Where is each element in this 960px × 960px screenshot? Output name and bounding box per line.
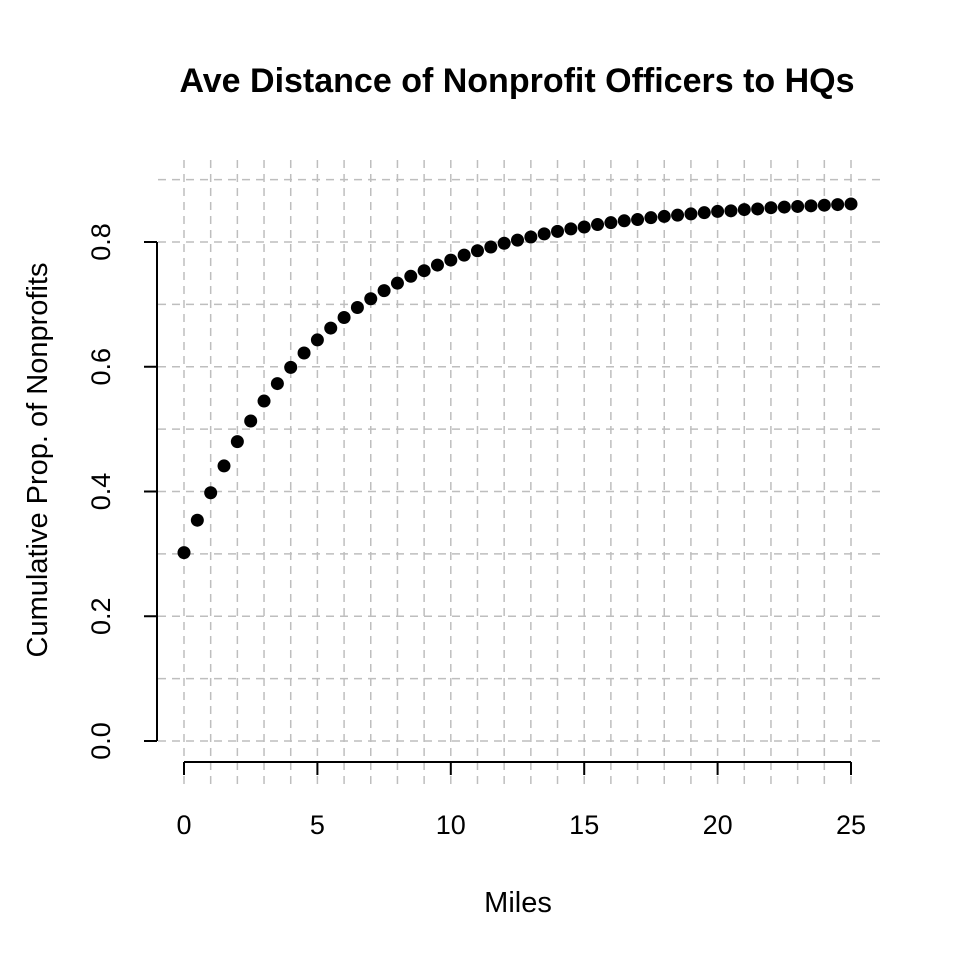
data-point — [484, 240, 498, 254]
data-point — [657, 209, 671, 223]
data-points — [177, 197, 858, 560]
data-point — [604, 216, 618, 230]
data-point — [230, 435, 244, 449]
data-point — [284, 360, 298, 374]
data-point — [497, 236, 511, 250]
y-tick-label: 0.0 — [86, 722, 116, 760]
data-point — [177, 546, 191, 560]
x-tick-label: 10 — [436, 810, 466, 840]
x-tick-label: 20 — [703, 810, 733, 840]
y-tick-label: 0.6 — [86, 348, 116, 386]
data-point — [711, 204, 725, 218]
chart-title: Ave Distance of Nonprofit Officers to HQ… — [179, 62, 854, 100]
data-point — [297, 346, 311, 360]
data-point — [470, 244, 484, 258]
x-tick-label: 15 — [569, 810, 599, 840]
data-point — [190, 513, 204, 527]
data-point — [551, 224, 565, 238]
data-point — [430, 258, 444, 272]
data-point — [644, 211, 658, 225]
data-point — [631, 213, 645, 227]
data-point — [404, 269, 418, 283]
data-point — [764, 201, 778, 215]
data-point — [737, 203, 751, 217]
data-point — [777, 200, 791, 214]
x-tick-label: 5 — [310, 810, 325, 840]
data-point — [617, 214, 631, 228]
data-point — [324, 321, 338, 335]
data-point — [217, 459, 231, 473]
data-point — [377, 284, 391, 298]
data-point — [791, 199, 805, 213]
data-point — [337, 310, 351, 324]
data-point — [697, 206, 711, 220]
data-point — [511, 233, 524, 247]
data-point — [684, 207, 698, 221]
grid — [158, 160, 880, 790]
data-point — [244, 414, 258, 428]
data-point — [310, 333, 324, 347]
data-point — [724, 204, 738, 218]
data-point — [804, 199, 818, 213]
data-point — [390, 276, 404, 290]
data-point — [444, 253, 458, 267]
data-point — [671, 208, 685, 222]
data-point — [524, 230, 538, 244]
y-tick-label: 0.4 — [86, 473, 116, 511]
data-point — [270, 377, 284, 391]
y-axis-label: Cumulative Prop. of Nonprofits — [22, 263, 54, 658]
data-point — [564, 222, 578, 236]
x-tick-label: 0 — [176, 810, 191, 840]
x-tick-label: 25 — [836, 810, 866, 840]
data-point — [577, 220, 591, 234]
data-point — [350, 300, 364, 314]
data-point — [831, 198, 845, 212]
y-tick-label: 0.8 — [86, 223, 116, 261]
data-point — [364, 292, 378, 306]
data-point — [817, 198, 831, 212]
data-point — [204, 486, 218, 500]
axes: 0 5 10 15 20 25 0.0 0.2 0.4 0.6 0.8 — [86, 223, 866, 840]
data-point — [844, 197, 858, 211]
data-point — [591, 218, 605, 232]
data-point — [537, 227, 551, 241]
data-point — [257, 394, 271, 408]
y-tick-label: 0.2 — [86, 597, 116, 635]
x-axis-label: Miles — [484, 887, 552, 919]
data-point — [457, 248, 471, 262]
data-point — [417, 264, 431, 278]
data-point — [751, 202, 765, 216]
